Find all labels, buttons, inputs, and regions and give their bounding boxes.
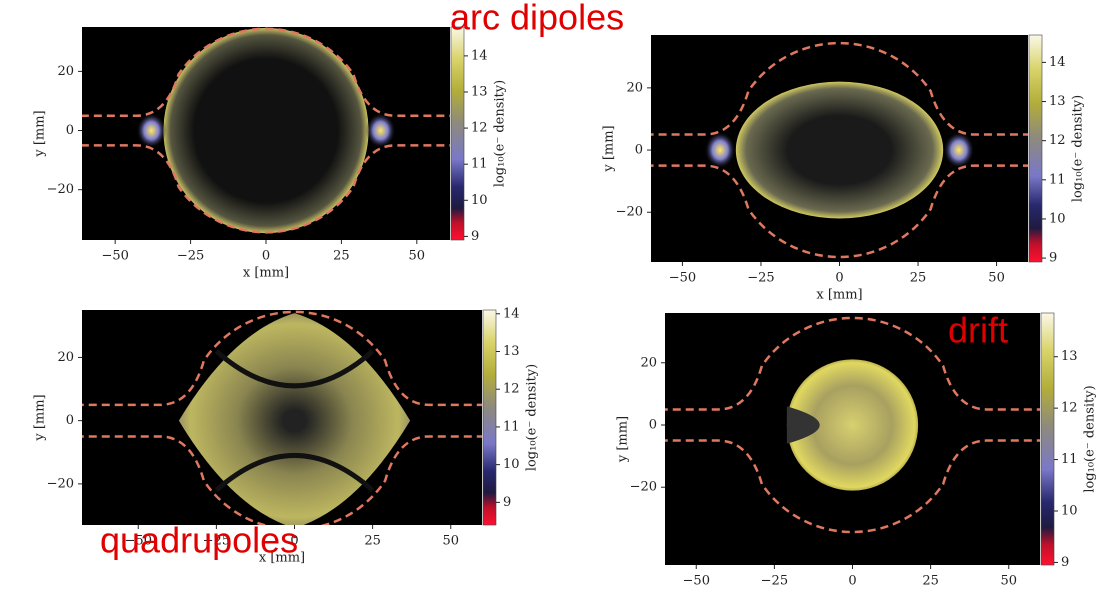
x-tick-label: −25	[761, 574, 788, 589]
y-tick-label: 0	[649, 418, 657, 433]
colorbar-tick-label: 11	[471, 157, 488, 172]
colorbar-tick-label: 9	[1061, 555, 1069, 570]
colorbar-tick-label: 12	[1049, 133, 1066, 148]
y-axis-label: y [mm]	[602, 125, 617, 172]
colorbar-tick-label: 11	[503, 419, 520, 434]
side-lobe	[365, 112, 396, 149]
y-tick-label: 20	[57, 64, 74, 79]
y-tick-label: 20	[640, 355, 657, 370]
colorbar-tick-label: 13	[1049, 94, 1066, 109]
colorbar-tick-label: 10	[471, 193, 488, 208]
colorbar-tick-label: 14	[471, 48, 488, 63]
y-axis-label: y [mm]	[33, 110, 48, 157]
x-axis-label: x [mm]	[259, 551, 305, 566]
x-tick-label: −25	[747, 271, 774, 286]
colorbar	[1028, 34, 1043, 263]
plot-area	[82, 310, 482, 525]
colorbar-tick-label: 9	[471, 229, 479, 244]
x-tick-label: −25	[177, 249, 204, 264]
x-tick-label: 0	[835, 271, 843, 286]
y-tick-label: −20	[630, 480, 657, 495]
y-tick-label: −20	[47, 476, 74, 491]
colorbar-tick-label: 14	[1049, 55, 1066, 70]
side-lobe	[943, 131, 975, 169]
x-tick-label: 50	[1000, 574, 1017, 589]
colorbar-tick-label: 13	[503, 344, 520, 359]
x-tick-label: −50	[669, 271, 696, 286]
x-tick-label: −50	[101, 249, 128, 264]
colorbar-label: log₁₀(e⁻ density)	[1083, 385, 1098, 492]
x-tick-label: 25	[333, 249, 350, 264]
colorbar-tick-label: 10	[1061, 504, 1078, 519]
colorbar-tick-label: 10	[503, 457, 520, 472]
x-tick-label: 25	[364, 534, 381, 549]
chamber-outline	[82, 27, 450, 117]
colorbar-tick-label: 12	[1061, 401, 1078, 416]
colorbar	[482, 309, 497, 526]
x-tick-label: −50	[683, 574, 710, 589]
colorbar-tick-label: 12	[503, 382, 520, 397]
colorbar-tick-label: 13	[471, 84, 488, 99]
colorbar-tick-label: 10	[1049, 211, 1066, 226]
density-blob	[163, 27, 369, 234]
plot-area	[651, 35, 1028, 262]
colorbar-tick-label: 14	[503, 306, 520, 321]
y-tick-label: 0	[66, 413, 74, 428]
x-tick-label: 25	[922, 574, 939, 589]
colorbar-tick-label: 12	[471, 121, 488, 136]
x-tick-label: −50	[125, 534, 152, 549]
annotation: quadrupoles	[100, 520, 298, 561]
y-axis-label: y [mm]	[616, 416, 631, 463]
colorbar-label: log₁₀(e⁻ density)	[1071, 95, 1086, 202]
x-tick-label: 0	[290, 534, 298, 549]
plot-area	[82, 27, 450, 240]
colorbar-tick-label: 11	[1049, 172, 1066, 187]
colorbar	[1040, 312, 1055, 566]
colorbar-tick-label: 9	[1049, 251, 1057, 266]
density-shadow	[786, 406, 820, 444]
colorbar-label: log₁₀(e⁻ density)	[493, 80, 508, 187]
y-tick-label: −20	[616, 205, 643, 220]
y-axis-label: y [mm]	[33, 394, 48, 441]
x-tick-label: 25	[910, 271, 927, 286]
colorbar-tick-label: 11	[1061, 452, 1078, 467]
side-lobe	[136, 112, 167, 149]
x-tick-label: 0	[848, 574, 856, 589]
x-axis-label: x [mm]	[816, 288, 862, 303]
x-tick-label: −25	[203, 534, 230, 549]
y-tick-label: 20	[57, 350, 74, 365]
y-tick-label: 20	[626, 80, 643, 95]
density-blob	[786, 359, 919, 491]
annotation: arc dipoles	[450, 0, 624, 38]
density-blob	[735, 81, 944, 219]
x-tick-label: 50	[988, 271, 1005, 286]
chamber-outline	[82, 144, 450, 234]
annotation: drift	[948, 310, 1008, 351]
colorbar-label: log₁₀(e⁻ density)	[525, 364, 540, 471]
x-tick-label: 50	[442, 534, 459, 549]
y-tick-label: −20	[47, 182, 74, 197]
colorbar-tick-label: 13	[1061, 349, 1078, 364]
colorbar	[450, 26, 465, 241]
y-tick-label: 0	[66, 123, 74, 138]
side-lobe	[704, 131, 736, 169]
density-shadow	[214, 349, 375, 493]
y-tick-label: 0	[635, 143, 643, 158]
x-tick-label: 50	[409, 249, 426, 264]
colorbar-tick-label: 9	[503, 495, 511, 510]
x-axis-label: x [mm]	[243, 266, 289, 281]
plot-area	[665, 313, 1040, 565]
x-tick-label: 0	[262, 249, 270, 264]
